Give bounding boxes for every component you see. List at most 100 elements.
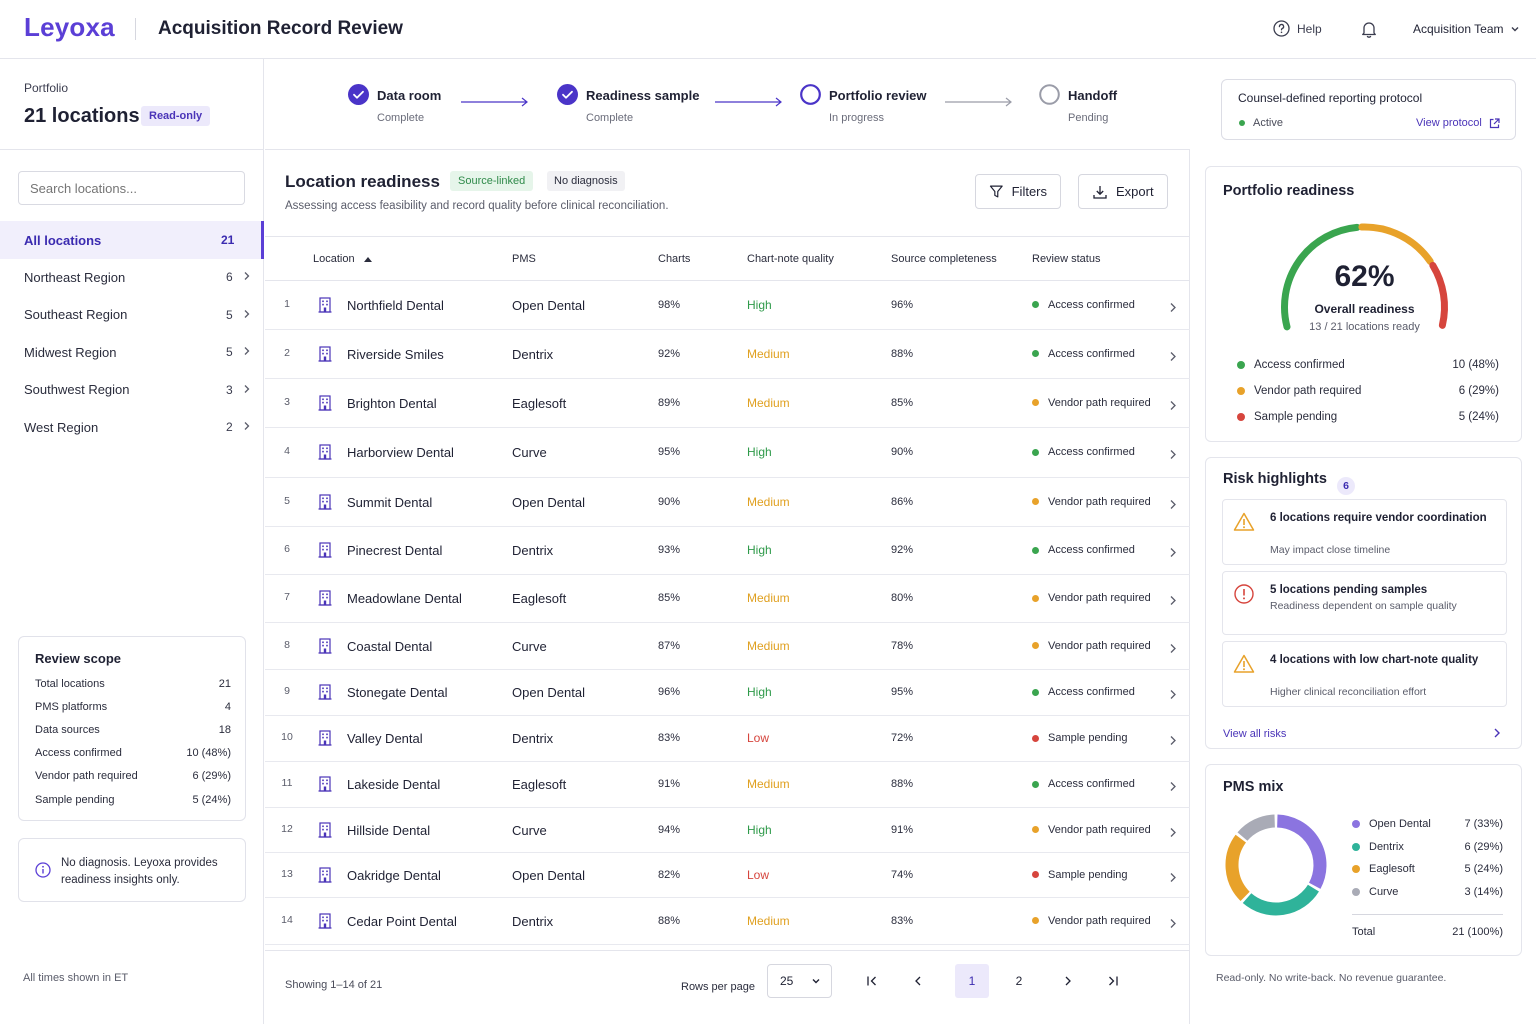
sidebar-item-label: Northeast Region [24, 269, 126, 285]
scope-row-access-confirmed: Access confirmed 10 (48%) [35, 747, 231, 759]
table-row[interactable]: 5 Summit Dental Open Dental 90% Medium 86% Ven… [265, 478, 1190, 527]
table-row[interactable]: 9 Stonegate Dental Open Dental 96% High 95% Ac… [265, 670, 1190, 716]
location-name: Summit Dental [347, 494, 433, 510]
app-logo[interactable]: Leyoxa [24, 12, 115, 42]
chevron-right-icon[interactable] [1169, 398, 1177, 416]
table-row[interactable]: 13 Oakridge Dental Open Dental 82% Low 74% Sam… [265, 853, 1190, 898]
sidebar-item-label: Southeast Region [24, 307, 128, 323]
chevron-right-icon[interactable] [1169, 870, 1177, 888]
status-dot-icon [1032, 780, 1039, 788]
chevron-right-icon[interactable] [1169, 641, 1177, 659]
pms-name: Curve [512, 822, 547, 838]
table-row[interactable]: 14 Cedar Point Dental Dentrix 88% Medium 83% V… [265, 898, 1190, 945]
step-arrow-icon [461, 94, 529, 112]
chevron-right-icon[interactable] [1169, 349, 1177, 367]
table-row[interactable]: 8 Coastal Dental Curve 87% Medium 78% Vendor p… [265, 623, 1190, 670]
next-page-button[interactable] [1051, 964, 1085, 998]
charts-value: 94% [658, 823, 681, 836]
status-badge: Sample pending [1032, 869, 1128, 881]
status-dot-icon [1032, 498, 1039, 505]
column-charts[interactable]: Charts [658, 253, 691, 265]
team-label: Acquisition Team [1413, 22, 1504, 36]
status-dot-icon [1032, 546, 1039, 554]
risk-item[interactable]: 6 locations require vendor coordination M… [1222, 499, 1507, 565]
building-icon [318, 394, 332, 416]
building-icon [318, 866, 332, 888]
view-protocol-link[interactable]: View protocol [1416, 117, 1500, 129]
help-icon [1273, 20, 1290, 37]
chevron-right-icon[interactable] [1169, 825, 1177, 843]
status-dot-icon [1032, 301, 1039, 308]
search-input[interactable] [18, 171, 245, 205]
chevron-right-icon[interactable] [1169, 300, 1177, 318]
sidebar-item-northeast-region[interactable]: Northeast Region 6 [0, 258, 264, 296]
quality-value: High [747, 543, 772, 557]
sidebar-item-west-region[interactable]: West Region 2 [0, 408, 264, 446]
status-label: Access confirmed [1048, 686, 1135, 698]
protocol-title: Counsel-defined reporting protocol [1238, 91, 1423, 105]
chevron-right-icon[interactable] [1169, 497, 1177, 515]
status-label: Sample pending [1048, 732, 1128, 744]
view-all-risks-link[interactable]: View all risks [1223, 728, 1287, 740]
risk-item[interactable]: 5 locations pending samples Readiness dep… [1222, 571, 1507, 635]
sidebar-item-count: 6 [226, 270, 233, 285]
table-row[interactable]: 12 Hillside Dental Curve 94% High 91% Vendor p… [265, 808, 1190, 853]
last-page-button[interactable] [1096, 964, 1130, 998]
table-row[interactable]: 10 Valley Dental Dentrix 83% Low 72% Sample pe… [265, 716, 1190, 762]
table-row[interactable]: 11 Lakeside Dental Eaglesoft 91% Medium 88% Ac… [265, 762, 1190, 808]
table-row[interactable]: 3 Brighton Dental Eaglesoft 89% Medium 85% Ven… [265, 379, 1190, 428]
risk-title: 4 locations with low chart-note quality [1270, 654, 1479, 666]
bell-icon [1362, 22, 1376, 38]
previous-page-button[interactable] [901, 964, 935, 998]
table-row[interactable]: 6 Pinecrest Dental Dentrix 93% High 92% Access… [265, 527, 1190, 575]
chevron-right-icon[interactable] [1169, 447, 1177, 465]
risk-item[interactable]: 4 locations with low chart-note quality H… [1222, 641, 1507, 707]
quality-value: High [747, 297, 772, 312]
charts-value: 90% [658, 495, 681, 508]
chevron-right-icon[interactable] [1169, 545, 1177, 563]
pms-name: Dentrix [512, 346, 554, 362]
row-number: 1 [284, 297, 290, 310]
filters-button[interactable]: Filters [975, 174, 1061, 209]
sidebar-item-midwest-region[interactable]: Midwest Region 5 [0, 333, 264, 371]
column-location[interactable]: Location [313, 253, 372, 265]
review-scope-card: Review scope Total locations 21 PMS platfo… [18, 636, 246, 821]
sidebar-item-southeast-region[interactable]: Southeast Region 5 [0, 296, 264, 334]
status-dot-icon [1032, 688, 1039, 696]
rows-per-page-select[interactable]: 25 [767, 964, 832, 998]
pms-legend-open-dental: Open Dental 7 (33%) [1352, 818, 1503, 830]
export-button[interactable]: Export [1078, 174, 1168, 209]
column-pms[interactable]: PMS [512, 253, 536, 265]
team-menu[interactable]: Acquisition Team [1413, 22, 1520, 36]
column-status[interactable]: Review status [1032, 253, 1101, 265]
sidebar-item-southwest-region[interactable]: Southwest Region 3 [0, 371, 264, 409]
alert-circle-icon [1233, 583, 1255, 610]
chevron-right-icon[interactable] [1169, 593, 1177, 611]
table-row[interactable]: 7 Meadowlane Dental Eaglesoft 85% Medium 80% V… [265, 575, 1190, 623]
page-1-button[interactable]: 1 [955, 964, 989, 998]
chevron-right-icon[interactable] [1169, 779, 1177, 797]
page-2-button[interactable]: 2 [1015, 974, 1023, 988]
chevron-right-icon[interactable] [1492, 727, 1502, 739]
column-completeness[interactable]: Source completeness [891, 253, 997, 265]
table-row[interactable]: 1 Northfield Dental Open Dental 98% High 96% A… [265, 281, 1190, 330]
notifications-button[interactable] [1360, 20, 1378, 43]
help-button[interactable]: Help [1273, 20, 1322, 37]
column-quality[interactable]: Chart-note quality [747, 253, 834, 265]
legend-dot-icon [1237, 413, 1245, 421]
chevron-right-icon[interactable] [1169, 687, 1177, 705]
first-page-button[interactable] [855, 964, 889, 998]
rows-per-page-label: Rows per page [681, 981, 755, 993]
table-row[interactable]: 2 Riverside Smiles Dentrix 92% Medium 88% Acce… [265, 330, 1190, 379]
table-row[interactable]: 4 Harborview Dental Curve 95% High 90% Access … [265, 428, 1190, 478]
pms-legend-value: 7 (33%) [1464, 818, 1503, 830]
chevron-right-icon[interactable] [1169, 733, 1177, 751]
scope-row-value: 6 (29%) [192, 770, 231, 783]
sidebar-item-all-locations[interactable]: All locations 21 [0, 221, 264, 259]
chevron-right-icon[interactable] [1169, 916, 1177, 934]
sidebar: Portfolio 21 locations Read-only All loc… [0, 59, 264, 1024]
completeness-value: 78% [891, 639, 914, 652]
quality-value: High [747, 685, 772, 699]
building-icon [318, 296, 332, 318]
section-subtitle: Assessing access feasibility and record … [285, 200, 669, 212]
